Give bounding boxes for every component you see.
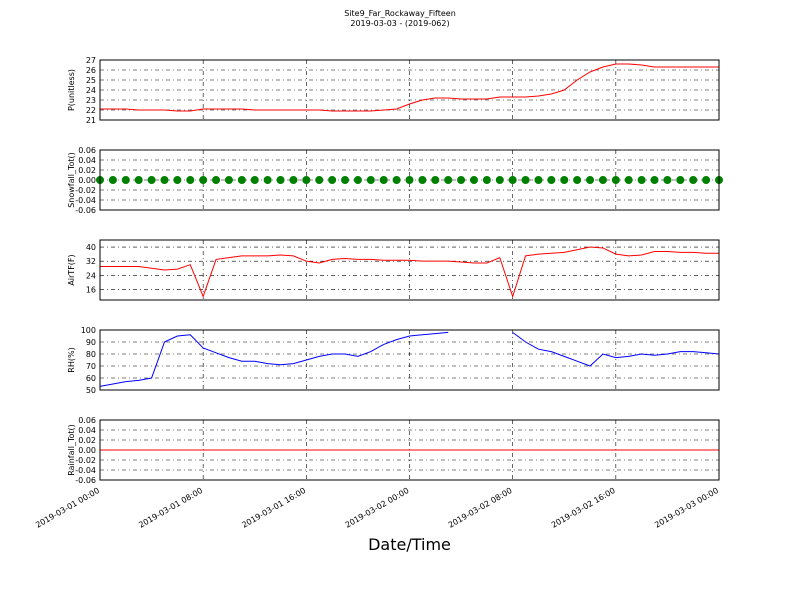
point — [469, 176, 478, 184]
point — [108, 176, 117, 184]
point — [173, 176, 182, 184]
y-tick-label: 21 — [86, 116, 96, 125]
plot-frame — [99, 59, 720, 121]
point — [482, 176, 491, 184]
plot-frame — [99, 239, 720, 301]
point — [315, 176, 324, 184]
y-tick-label: 60 — [86, 374, 96, 383]
point — [134, 176, 143, 184]
point — [676, 176, 685, 184]
point — [689, 176, 698, 184]
y-tick-label: -0.06 — [75, 476, 96, 485]
point — [547, 176, 556, 184]
y-axis-label: Rainfall_Tot() — [67, 424, 76, 476]
point — [224, 176, 233, 184]
point — [573, 176, 582, 184]
chart-subtitle: 2019-03-03 - (2019-062) — [350, 19, 449, 28]
point — [353, 176, 362, 184]
y-tick-label: 40 — [86, 243, 96, 252]
y-tick-label: 24 — [86, 271, 96, 280]
y-tick-label: 25 — [86, 76, 96, 85]
y-tick-label: 22 — [86, 106, 96, 115]
point — [237, 176, 246, 184]
point — [521, 176, 530, 184]
y-axis-label: RH(%) — [67, 347, 76, 372]
point — [147, 176, 156, 184]
y-tick-label: 0.04 — [78, 156, 96, 165]
point — [160, 176, 169, 184]
y-tick-label: 0.00 — [78, 446, 96, 455]
point — [341, 176, 350, 184]
point — [328, 176, 337, 184]
y-tick-label: -0.02 — [75, 186, 96, 195]
y-axis-label: P(unitless) — [67, 69, 76, 111]
point — [637, 176, 646, 184]
point — [276, 176, 285, 184]
point — [418, 176, 427, 184]
point — [379, 176, 388, 184]
point — [186, 176, 195, 184]
plot-frame — [99, 149, 720, 211]
point — [366, 176, 375, 184]
y-tick-label: 0.06 — [78, 416, 96, 425]
point — [392, 176, 401, 184]
point — [560, 176, 569, 184]
point — [624, 176, 633, 184]
point — [534, 176, 543, 184]
y-tick-label: 24 — [86, 86, 96, 95]
series-line — [100, 246, 719, 299]
point — [444, 176, 453, 184]
y-axis-label: Snowfall_Tot() — [67, 152, 76, 208]
y-tick-label: 100 — [81, 326, 96, 335]
point — [199, 176, 208, 184]
y-axis-label: AirTF(F) — [67, 254, 76, 285]
point — [263, 176, 272, 184]
y-tick-label: 16 — [86, 285, 96, 294]
point — [495, 176, 504, 184]
y-tick-label: 0.02 — [78, 436, 96, 445]
point — [457, 176, 466, 184]
x-axis-label: Date/Time — [368, 535, 451, 554]
y-tick-label: -0.02 — [75, 456, 96, 465]
point — [650, 176, 659, 184]
point — [586, 176, 595, 184]
y-tick-label: 0.00 — [78, 176, 96, 185]
y-tick-label: 70 — [86, 362, 96, 371]
y-tick-label: 50 — [86, 386, 96, 395]
y-tick-label: -0.04 — [75, 196, 96, 205]
y-tick-label: 26 — [86, 66, 96, 75]
point — [289, 176, 298, 184]
y-tick-label: 23 — [86, 96, 96, 105]
point — [250, 176, 259, 184]
point — [121, 176, 130, 184]
y-tick-label: 90 — [86, 338, 96, 347]
series-line — [100, 63, 719, 112]
y-tick-label: 80 — [86, 350, 96, 359]
point — [663, 176, 672, 184]
plot-frame — [99, 419, 720, 481]
point — [508, 176, 517, 184]
point — [598, 176, 607, 184]
point — [302, 176, 311, 184]
y-tick-label: 0.02 — [78, 166, 96, 175]
plot-frame — [99, 329, 720, 391]
point — [431, 176, 440, 184]
y-tick-label: 0.04 — [78, 426, 96, 435]
y-tick-label: -0.06 — [75, 206, 96, 215]
y-tick-label: 27 — [86, 56, 96, 65]
point — [611, 176, 620, 184]
y-tick-label: 0.06 — [78, 146, 96, 155]
point — [405, 176, 414, 184]
y-tick-label: -0.04 — [75, 466, 96, 475]
series-line — [99, 331, 720, 387]
y-tick-label: 32 — [86, 257, 96, 266]
chart-title: Site9_Far_Rockaway_Fifteen — [344, 9, 456, 18]
point — [702, 176, 711, 184]
point — [212, 176, 221, 184]
